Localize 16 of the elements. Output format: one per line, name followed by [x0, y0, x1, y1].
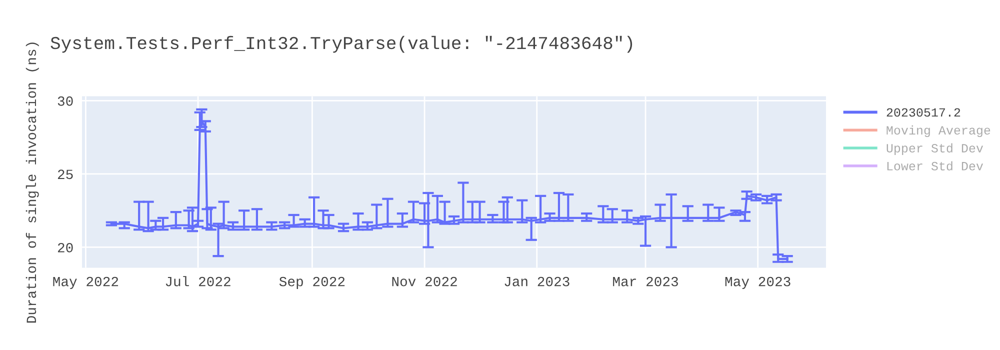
legend-label: Upper Std Dev [886, 143, 984, 155]
x-tick-label: May 2023 [725, 276, 790, 290]
x-tick-label: Jul 2022 [166, 276, 230, 286]
y-tick-label: 25 [58, 170, 73, 180]
y-tick-label: 20 [58, 242, 73, 252]
x-tick-label: Jan 2023 [504, 276, 570, 286]
x-tick-label: Mar 2023 [613, 276, 678, 286]
x-tick-label: Sep 2022 [279, 276, 345, 290]
legend-label: Moving Average [886, 125, 990, 138]
legend-label: 20230517.2 [886, 108, 960, 117]
x-tick-label: May 2022 [53, 276, 118, 290]
y-axis-title: Duration of single invocation (ns) [26, 42, 39, 323]
legend-label: Lower Std Dev [887, 161, 984, 170]
x-tick-label: Nov 2022 [392, 276, 457, 286]
y-tick-label: 30 [58, 96, 73, 106]
chart-title: System.Tests.Perf_Int32.TryParse(value: "-2147483648") [50, 36, 632, 53]
